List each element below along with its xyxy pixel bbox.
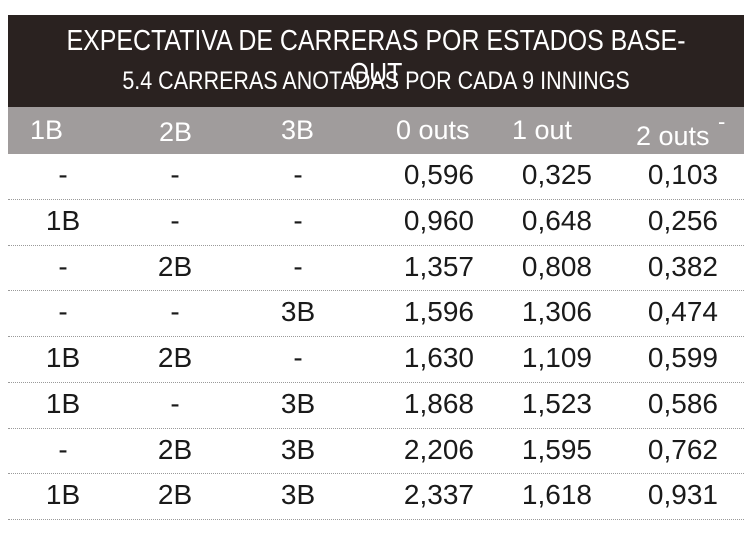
cell-1b: -: [58, 159, 68, 190]
header-mark: -: [718, 109, 726, 134]
cell-2-outs: 0,256: [647, 204, 718, 236]
cell-2b: 2B: [157, 250, 193, 282]
cell-2b: -: [170, 159, 180, 190]
table-row: 1B - - 0,960 0,648 0,256: [8, 200, 744, 246]
cell-1-out: 1,523: [521, 387, 592, 419]
header-2b: 2B: [159, 117, 193, 147]
table-row: 1B 2B 3B 2,337 1,618 0,931: [8, 474, 744, 520]
table-row: 1B 2B - 1,630 1,109 0,599: [8, 337, 744, 383]
cell-0-outs: 1,630: [403, 342, 474, 373]
cell-1b: -: [58, 433, 68, 465]
cell-2b: -: [170, 296, 180, 328]
cell-3b: 3B: [280, 479, 316, 511]
cell-1-out: 0,325: [521, 159, 592, 190]
table-body: - - - 0,596 0,325 0,103 1B - - 0,960 0,6…: [8, 154, 744, 520]
header-0-outs: 0 outs: [396, 115, 470, 145]
cell-2-outs: 0,103: [647, 159, 718, 190]
cell-3b: -: [293, 342, 303, 373]
cell-0-outs: 1,357: [403, 250, 474, 282]
cell-2-outs: 0,586: [647, 387, 718, 419]
cell-2-outs: 0,931: [647, 479, 718, 511]
header-1b: 1B: [30, 115, 64, 145]
header-row: 1B 2B 3B 0 outs 1 out 2 outs -: [8, 107, 744, 154]
table-row: - - - 0,596 0,325 0,103: [8, 154, 744, 200]
cell-1-out: 1,595: [521, 433, 592, 465]
header-3b: 3B: [281, 115, 315, 145]
cell-2-outs: 0,382: [647, 250, 718, 282]
cell-1b: 1B: [45, 204, 81, 236]
cell-1b: 1B: [45, 342, 81, 373]
header-2-outs: 2 outs: [636, 121, 710, 151]
table-row: 1B - 3B 1,868 1,523 0,586: [8, 383, 744, 429]
table-subtitle: 5.4 CARRERAS ANOTADAS POR CADA 9 INNINGS: [122, 67, 630, 95]
cell-0-outs: 0,960: [403, 204, 474, 236]
cell-0-outs: 2,337: [403, 479, 474, 511]
cell-2b: 2B: [157, 433, 193, 465]
cell-2-outs: 0,474: [647, 296, 718, 328]
cell-1b: 1B: [45, 387, 81, 419]
cell-2b: 2B: [157, 342, 193, 373]
cell-1-out: 1,306: [521, 296, 592, 328]
cell-3b: -: [293, 204, 303, 236]
cell-3b: 3B: [280, 433, 316, 465]
cell-1b: -: [58, 250, 68, 282]
table-title: EXPECTATIVA DE CARRERAS POR ESTADOS BASE…: [66, 25, 686, 90]
cell-2b: -: [170, 204, 180, 236]
cell-1-out: 1,109: [521, 342, 592, 373]
cell-3b: 3B: [280, 387, 316, 419]
cell-1-out: 0,808: [521, 250, 592, 282]
cell-1b: -: [58, 296, 68, 328]
cell-1-out: 1,618: [521, 479, 592, 511]
cell-2b: 2B: [157, 479, 193, 511]
cell-3b: -: [293, 250, 303, 282]
table-row: - 2B - 1,357 0,808 0,382: [8, 246, 744, 292]
cell-2b: -: [170, 387, 180, 419]
title-block: EXPECTATIVA DE CARRERAS POR ESTADOS BASE…: [8, 15, 744, 107]
table-row: - - 3B 1,596 1,306 0,474: [8, 291, 744, 337]
table-row: - 2B 3B 2,206 1,595 0,762: [8, 429, 744, 475]
cell-0-outs: 0,596: [403, 159, 474, 190]
header-1-out: 1 out: [512, 115, 573, 145]
cell-1b: 1B: [45, 479, 81, 511]
cell-2-outs: 0,762: [647, 433, 718, 465]
cell-0-outs: 2,206: [403, 433, 474, 465]
cell-2-outs: 0,599: [647, 342, 718, 373]
cell-3b: 3B: [280, 296, 316, 328]
cell-3b: -: [293, 159, 303, 190]
cell-0-outs: 1,868: [403, 387, 474, 419]
cell-0-outs: 1,596: [403, 296, 474, 328]
cell-1-out: 0,648: [521, 204, 592, 236]
